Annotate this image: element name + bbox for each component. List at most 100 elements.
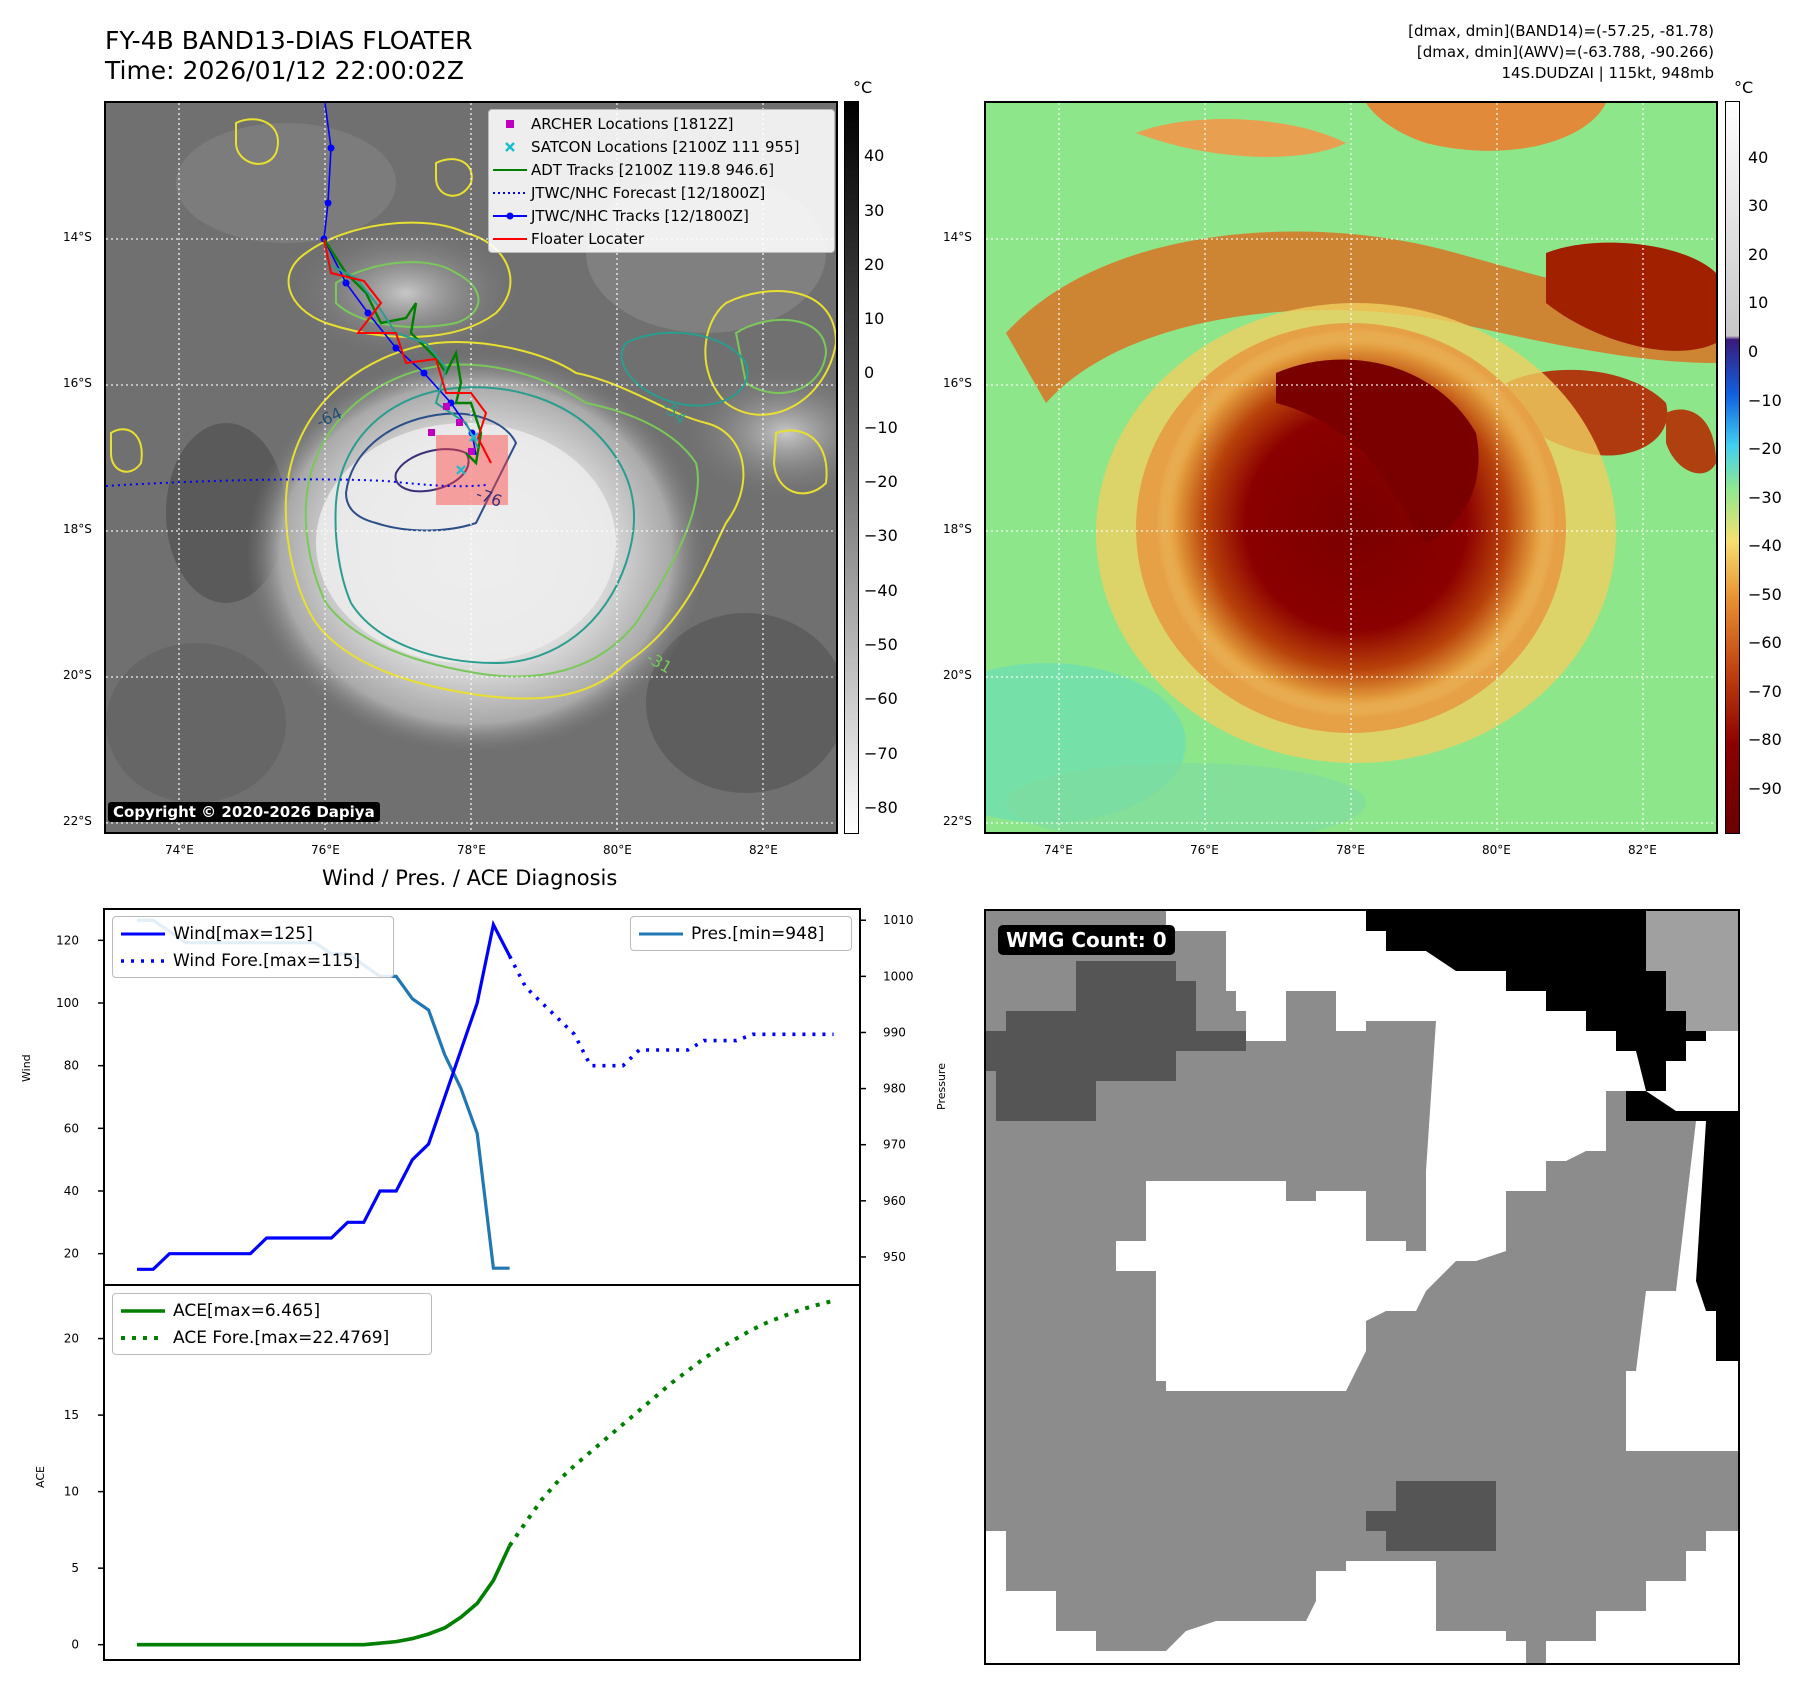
legend-wind-forecast: Wind Fore.[max=115]	[113, 947, 393, 974]
wind-forecast-line-icon	[113, 958, 173, 964]
legend-jtwc-tracks: JTWC/NHC Tracks [12/1800Z]	[489, 204, 834, 227]
colorbar-tick-label: −60	[1748, 633, 1782, 653]
axis-tick-label: 990	[883, 1025, 906, 1039]
left-colorbar	[844, 101, 859, 834]
colorbar-tick-label: 10	[1748, 293, 1769, 313]
legend-satcon-label: SATCON Locations [2100Z 111 955]	[531, 137, 800, 156]
satcon-locations	[456, 432, 479, 475]
ace-forecast-line-icon	[113, 1335, 173, 1341]
awv-lon-label-76e: 76°E	[1190, 843, 1219, 857]
pressure-axis-label: Pressure	[935, 1063, 948, 1110]
floater-locator-box	[436, 435, 508, 505]
ace-forecast-series-line	[507, 1298, 835, 1547]
colorbar-tick-label: 10	[864, 309, 885, 329]
dotted-line-icon	[489, 190, 531, 196]
colorbar-tick-label: −80	[864, 797, 898, 817]
wmg-count-badge: WMG Count: 0	[998, 925, 1175, 955]
axis-tick-label: 5	[71, 1561, 79, 1575]
colorbar-tick-label: −50	[864, 634, 898, 654]
line-marker-icon	[489, 167, 531, 173]
legend-ace: ACE[max=6.465]	[113, 1297, 431, 1324]
axis-tick-label: 100	[56, 996, 79, 1010]
axis-tick-label: 15	[64, 1408, 79, 1422]
lat-label-16s: 16°S	[63, 376, 92, 390]
axis-tick-label: 20	[64, 1332, 79, 1346]
colorbar-tick-label: −80	[1748, 730, 1782, 750]
colorbar-tick-label: −20	[1748, 439, 1782, 459]
lat-label-18s: 18°S	[63, 522, 92, 536]
colorbar-tick-label: 40	[1748, 147, 1769, 167]
square-marker-icon	[489, 118, 531, 130]
wind-axis-label: Wind	[20, 1054, 33, 1082]
ir-map-panel: -64 -54 -31 -76 ARCHER Locations [1812Z]…	[104, 101, 838, 834]
colorbar-tick-label: 0	[864, 363, 875, 383]
awv-lon-label-78e: 78°E	[1336, 843, 1365, 857]
adt-track	[322, 238, 483, 466]
wind-legend: Wind[max=125] Wind Fore.[max=115]	[112, 916, 394, 978]
awv-lat-label-14s: 14°S	[943, 230, 972, 244]
legend-floater: Floater Locater	[489, 227, 834, 250]
figure-title-line1: FY-4B BAND13-DIAS FLOATER	[105, 26, 473, 55]
legend-ace-forecast-label: ACE Fore.[max=22.4769]	[173, 1327, 390, 1348]
awv-map-gridlines	[986, 103, 1716, 832]
axis-tick-label: 0	[71, 1638, 79, 1652]
axis-tick-label: 980	[883, 1082, 906, 1096]
archer-locations	[428, 403, 475, 455]
lat-label-22s: 22°S	[63, 814, 92, 828]
ace-legend: ACE[max=6.465] ACE Fore.[max=22.4769]	[112, 1293, 432, 1355]
map-legend: ARCHER Locations [1812Z] SATCON Location…	[488, 109, 835, 253]
awv-map-image	[986, 103, 1716, 832]
legend-adt-label: ADT Tracks [2100Z 119.8 946.6]	[531, 160, 775, 179]
colorbar-tick-label: −40	[1748, 536, 1782, 556]
legend-satcon: SATCON Locations [2100Z 111 955]	[489, 135, 834, 158]
colorbar-tick-label: −20	[864, 472, 898, 492]
axis-tick-label: 1000	[883, 969, 914, 983]
x-marker-icon	[489, 141, 531, 153]
colorbar-tick-label: −30	[864, 526, 898, 546]
info-storm: 14S.DUDZAI | 115kt, 948mb	[1501, 64, 1714, 82]
colorbar-tick-label: 0	[1748, 341, 1759, 361]
floater-locater-track	[323, 238, 492, 464]
legend-pressure: Pres.[min=948]	[631, 920, 851, 947]
wind-pressure-chart: 20 40 60 80 100 120 950 960 970 980 990 1000 1010	[56, 908, 914, 1286]
axis-tick-label: 40	[64, 1184, 79, 1198]
legend-archer-label: ARCHER Locations [1812Z]	[531, 114, 734, 133]
pressure-legend: Pres.[min=948]	[630, 916, 852, 951]
lon-label-76e: 76°E	[311, 843, 340, 857]
colorbar-tick-label: −90	[1748, 778, 1782, 798]
awv-map-panel	[984, 101, 1718, 834]
axis-tick-label: 60	[64, 1121, 79, 1135]
wind-series-line	[137, 919, 512, 1271]
axis-tick-label: 80	[64, 1059, 79, 1073]
pressure-line-icon	[631, 931, 691, 937]
ace-line-icon	[113, 1308, 173, 1314]
info-awv: [dmax, dmin](AWV)=(-63.788, -90.266)	[1416, 43, 1714, 61]
legend-pressure-label: Pres.[min=948]	[691, 923, 825, 944]
awv-lon-label-74e: 74°E	[1044, 843, 1073, 857]
legend-jtwc-forecast-label: JTWC/NHC Forecast [12/1800Z]	[531, 183, 766, 202]
awv-lon-label-80e: 80°E	[1482, 843, 1511, 857]
colorbar-tick-label: 30	[1748, 196, 1769, 216]
colorbar-tick-label: −70	[1748, 681, 1782, 701]
colorbar-tick-label: −10	[864, 417, 898, 437]
colorbar-tick-label: 20	[864, 254, 885, 274]
legend-ace-forecast: ACE Fore.[max=22.4769]	[113, 1324, 431, 1351]
lat-label-20s: 20°S	[63, 668, 92, 682]
lat-label-14s: 14°S	[63, 230, 92, 244]
awv-lat-label-18s: 18°S	[943, 522, 972, 536]
lon-label-82e: 82°E	[749, 843, 778, 857]
awv-lon-label-82e: 82°E	[1628, 843, 1657, 857]
colorbar-tick-label: −30	[1748, 487, 1782, 507]
legend-wind-label: Wind[max=125]	[173, 923, 313, 944]
ace-series-line	[137, 1544, 512, 1647]
ace-axis-label: ACE	[34, 1466, 47, 1488]
legend-wind: Wind[max=125]	[113, 920, 393, 947]
diagnosis-title: Wind / Pres. / ACE Diagnosis	[322, 866, 618, 890]
legend-floater-label: Floater Locater	[531, 229, 645, 248]
legend-jtwc-forecast: JTWC/NHC Forecast [12/1800Z]	[489, 181, 834, 204]
awv-lat-label-16s: 16°S	[943, 376, 972, 390]
right-colorbar-unit: °C	[1734, 78, 1754, 97]
red-line-icon	[489, 236, 531, 242]
colorbar-tick-label: −60	[864, 689, 898, 709]
colorbar-tick-label: 20	[1748, 244, 1769, 264]
